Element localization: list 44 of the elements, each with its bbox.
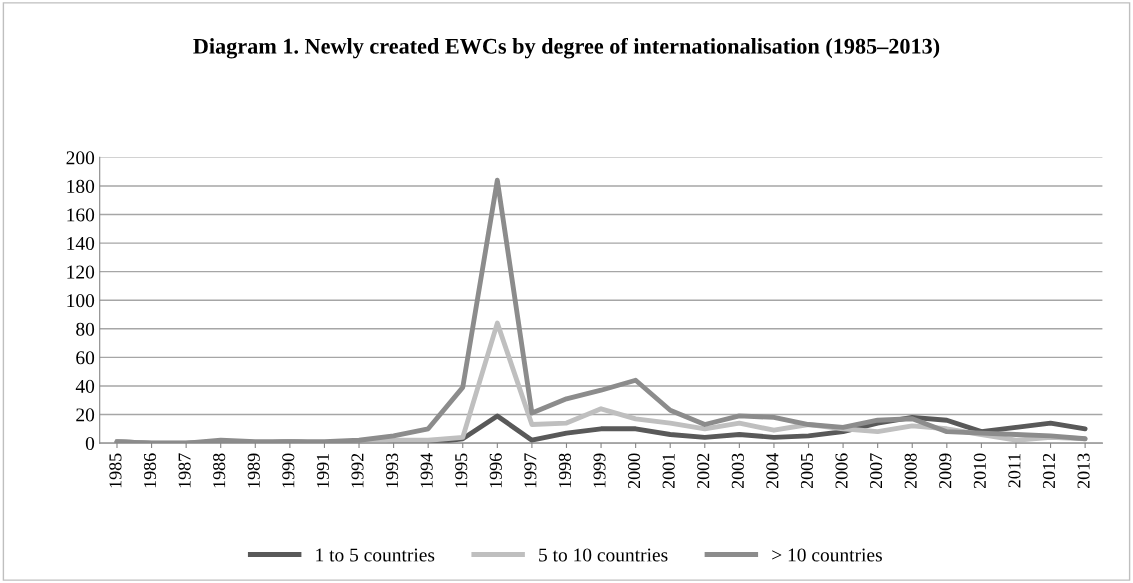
x-tick-label: 1986 bbox=[143, 453, 157, 488]
y-tick-label: 60 bbox=[76, 351, 95, 365]
x-tick-label: 2000 bbox=[627, 453, 641, 489]
y-tick-label: 100 bbox=[67, 294, 95, 308]
x-tick-label: 1995 bbox=[455, 453, 468, 488]
x-tick-label: 2004 bbox=[766, 453, 779, 489]
legend-label: 5 to 10 countries bbox=[539, 548, 668, 562]
x-tick-label: 1996 bbox=[489, 453, 502, 488]
y-tick-label: 140 bbox=[67, 236, 95, 251]
x-tick-label: 1998 bbox=[558, 453, 571, 488]
y-tick-label: 200 bbox=[66, 151, 95, 165]
x-tick-label: 1989 bbox=[247, 453, 260, 488]
x-tick-label: 2002 bbox=[697, 453, 710, 489]
x-tick-label: 1993 bbox=[385, 453, 399, 488]
x-tick-label: 2008 bbox=[904, 453, 917, 489]
x-tick-label: 2003 bbox=[731, 453, 744, 489]
y-tick-label: 180 bbox=[67, 179, 95, 193]
legend-label: > 10 countries bbox=[772, 548, 882, 562]
y-tick-label: 120 bbox=[67, 265, 95, 279]
x-tick-label: 2010 bbox=[973, 453, 986, 489]
y-tick-label: 20 bbox=[76, 408, 95, 422]
x-tick-label: 1994 bbox=[420, 453, 433, 488]
x-tick-label: 1990 bbox=[282, 453, 295, 488]
legend-label: 1 to 5 countries bbox=[316, 548, 435, 562]
x-tick-label: 1997 bbox=[524, 453, 537, 488]
y-tick-label: 80 bbox=[76, 322, 95, 336]
x-tick-label: 2001 bbox=[662, 453, 675, 489]
y-tick-label: 160 bbox=[67, 208, 95, 222]
x-tick-label: 2009 bbox=[939, 453, 952, 489]
x-tick-label: 2011 bbox=[1008, 453, 1021, 488]
x-tick-label: 2007 bbox=[870, 453, 883, 489]
x-tick-label: 1985 bbox=[109, 453, 122, 488]
x-tick-label: 1988 bbox=[213, 453, 226, 488]
chart-title: Diagram 1. Newly created EWCs by degree of internationalisation (1985–2013) bbox=[193, 37, 940, 59]
x-tick-label: 1991 bbox=[316, 453, 329, 488]
x-tick-label: 1992 bbox=[351, 453, 364, 488]
x-tick-label: 1987 bbox=[178, 453, 191, 488]
x-tick-label: 2013 bbox=[1077, 453, 1090, 489]
y-tick-label: 0 bbox=[85, 436, 95, 451]
x-tick-label: 2005 bbox=[800, 453, 814, 489]
x-tick-label: 2006 bbox=[835, 453, 848, 489]
x-tick-label: 1999 bbox=[593, 453, 606, 488]
x-tick-label: 2012 bbox=[1042, 453, 1056, 489]
y-tick-label: 40 bbox=[75, 379, 95, 393]
